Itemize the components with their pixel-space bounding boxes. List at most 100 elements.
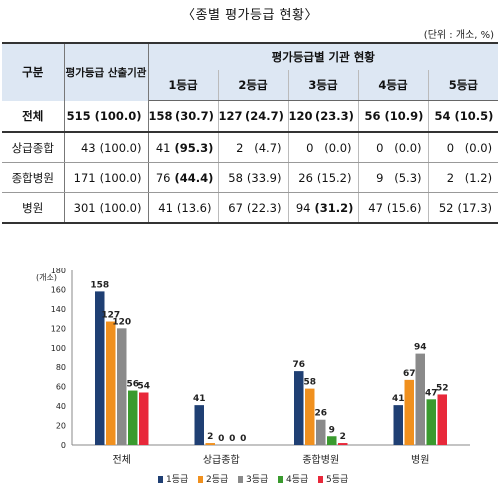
cell-count: 26 xyxy=(298,170,313,185)
y-tick-label: 140 xyxy=(51,305,66,314)
y-axis-label: (개소) xyxy=(36,272,57,282)
cell-count: 41 xyxy=(155,140,171,155)
cell-percent: (100.0) xyxy=(99,140,142,155)
cell-percent: (0.0) xyxy=(394,140,422,155)
col-header-grade-3: 3등급 xyxy=(288,70,359,101)
bar xyxy=(327,436,337,445)
row-label: 상급종합 xyxy=(2,132,65,163)
bar xyxy=(437,394,447,445)
bar xyxy=(415,353,425,445)
cell-count: 94 xyxy=(295,200,311,215)
data-label: 41 xyxy=(392,394,405,404)
cell-percent: (33.9) xyxy=(246,170,282,185)
cell-count: 54 xyxy=(434,109,451,123)
col-header-type: 구분 xyxy=(2,42,65,101)
category-label: 전체 xyxy=(113,454,131,466)
data-label: 58 xyxy=(303,378,316,388)
legend-label: 5등급 xyxy=(326,474,348,485)
cell-percent: (0.0) xyxy=(324,140,352,155)
legend-label: 1등급 xyxy=(166,474,188,485)
data-label: 54 xyxy=(137,382,150,392)
legend-swatch xyxy=(198,476,203,483)
table-row: 상급종합 43 (100.0) 41 (95.3) 2 (4.7) 0 (0.0) 0 (… xyxy=(2,132,499,163)
page-title: 〈종별 평가등급 현황〉 xyxy=(182,8,318,23)
cell-percent: (22.3) xyxy=(246,200,282,215)
cell-count: 2 xyxy=(236,140,244,155)
data-label: 9 xyxy=(329,425,335,435)
data-label: 67 xyxy=(403,369,416,379)
bar xyxy=(194,405,204,445)
cell-percent: (23.3) xyxy=(315,109,354,123)
bar xyxy=(426,399,436,445)
cell-percent: (1.2) xyxy=(464,170,493,185)
data-label: 47 xyxy=(425,388,438,398)
y-tick-label: 80 xyxy=(56,363,66,372)
data-label: 56 xyxy=(126,380,139,390)
category-label: 상급종합 xyxy=(203,454,240,466)
table-row: 종합병원 171 (100.0) 76 (44.4) 58 (33.9) 26 (15.… xyxy=(2,162,499,193)
bar xyxy=(338,443,348,445)
legend-swatch xyxy=(158,476,163,483)
cell-count: 515 xyxy=(66,108,91,123)
cell-count: 47 xyxy=(368,200,383,215)
data-label: 0 xyxy=(240,434,246,444)
data-label: 2 xyxy=(340,432,346,442)
cell-count: 0 xyxy=(446,140,455,155)
col-header-grade-group: 평가등급별 기관 현황 xyxy=(148,42,499,70)
cell-count: 301 xyxy=(73,200,96,215)
data-label: 26 xyxy=(314,409,327,419)
y-tick-label: 40 xyxy=(56,402,66,411)
cell-percent: (4.7) xyxy=(254,140,282,155)
cell-percent: (100.0) xyxy=(99,200,142,215)
cell-percent: (44.4) xyxy=(174,170,214,185)
y-tick-label: 120 xyxy=(51,324,66,333)
cell-count: 41 xyxy=(158,200,173,215)
cell-percent: (10.5) xyxy=(454,109,494,123)
bar xyxy=(139,392,149,445)
y-tick-label: 180 xyxy=(51,268,66,275)
cell-count: 0 xyxy=(376,140,384,155)
bar xyxy=(205,443,215,445)
cell-count: 2 xyxy=(446,170,455,185)
bar xyxy=(316,419,326,445)
legend-swatch xyxy=(238,476,243,483)
bar xyxy=(128,390,138,445)
cell-count: 171 xyxy=(73,170,96,185)
data-label: 41 xyxy=(193,394,206,404)
col-header-total: 평가등급 산출기관 xyxy=(64,42,149,101)
data-label: 120 xyxy=(112,317,131,327)
unit-note: (단위 : 개소, %) xyxy=(423,30,494,41)
data-label: 2 xyxy=(207,432,213,442)
row-label: 전체 xyxy=(2,100,65,133)
cell-count: 43 xyxy=(80,140,96,155)
bar xyxy=(117,328,127,445)
col-header-grade-1: 1등급 xyxy=(148,70,219,101)
data-label: 76 xyxy=(292,360,305,370)
cell-count: 120 xyxy=(288,109,313,123)
data-label: 127 xyxy=(101,311,120,321)
cell-count: 56 xyxy=(364,109,381,123)
row-label: 병원 xyxy=(2,192,65,224)
bar xyxy=(95,291,105,445)
cell-percent: (13.6) xyxy=(176,200,212,215)
category-label: 종합병원 xyxy=(302,454,339,466)
cell-percent: (100.0) xyxy=(99,170,142,185)
y-tick-label: 160 xyxy=(51,285,66,294)
data-label: 0 xyxy=(218,434,224,444)
table-row: 전체 515 (100.0) 158 (30.7) 127 (24.7) 120 (23… xyxy=(2,100,499,133)
y-tick-label: 20 xyxy=(56,422,66,431)
cell-count: 76 xyxy=(155,170,171,185)
category-label: 병원 xyxy=(411,454,429,466)
data-label: 94 xyxy=(414,343,427,353)
bar xyxy=(294,371,304,445)
cell-percent: (30.7) xyxy=(175,109,214,123)
y-tick-label: 0 xyxy=(61,441,66,450)
cell-count: 127 xyxy=(218,109,243,123)
y-tick-label: 100 xyxy=(51,344,66,353)
cell-count: 67 xyxy=(228,200,243,215)
legend-label: 3등급 xyxy=(246,474,268,485)
row-label: 종합병원 xyxy=(2,162,65,193)
cell-percent: (100.0) xyxy=(94,108,142,123)
legend-label: 2등급 xyxy=(206,474,228,485)
data-label: 158 xyxy=(90,280,109,290)
